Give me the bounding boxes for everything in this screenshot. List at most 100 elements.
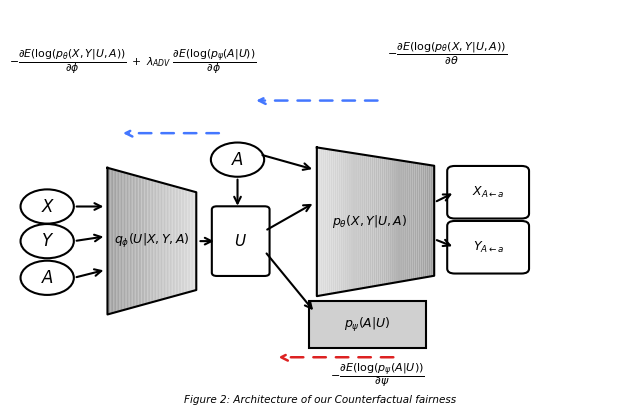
Polygon shape bbox=[326, 149, 328, 294]
Polygon shape bbox=[324, 149, 326, 295]
Text: $-\dfrac{\partial E(\log(p_{\psi}(A|U))}{\partial \psi}$: $-\dfrac{\partial E(\log(p_{\psi}(A|U))}… bbox=[330, 362, 424, 389]
Polygon shape bbox=[149, 179, 150, 303]
Polygon shape bbox=[319, 148, 321, 296]
Text: X: X bbox=[42, 197, 53, 216]
Polygon shape bbox=[159, 182, 161, 300]
Text: A: A bbox=[232, 151, 243, 169]
Polygon shape bbox=[164, 183, 165, 299]
Polygon shape bbox=[419, 163, 420, 278]
Polygon shape bbox=[119, 171, 121, 311]
Text: $p_{\psi}(A|U)$: $p_{\psi}(A|U)$ bbox=[344, 316, 391, 334]
Polygon shape bbox=[127, 173, 128, 309]
Polygon shape bbox=[328, 149, 330, 294]
Polygon shape bbox=[360, 154, 362, 289]
Polygon shape bbox=[143, 178, 145, 305]
Circle shape bbox=[20, 224, 74, 258]
Polygon shape bbox=[401, 161, 403, 282]
Polygon shape bbox=[370, 156, 372, 287]
Text: $q_{\phi}(U|X,Y,A)$: $q_{\phi}(U|X,Y,A)$ bbox=[114, 232, 189, 250]
Text: Figure 2: Architecture of our Counterfactual fairness: Figure 2: Architecture of our Counterfac… bbox=[184, 395, 456, 405]
Polygon shape bbox=[140, 177, 141, 306]
Polygon shape bbox=[156, 181, 158, 301]
Polygon shape bbox=[397, 160, 399, 282]
Polygon shape bbox=[399, 160, 401, 282]
Polygon shape bbox=[116, 170, 118, 312]
FancyBboxPatch shape bbox=[309, 301, 426, 348]
FancyBboxPatch shape bbox=[447, 221, 529, 273]
Polygon shape bbox=[403, 161, 405, 281]
Polygon shape bbox=[166, 184, 168, 298]
Polygon shape bbox=[350, 153, 352, 290]
Polygon shape bbox=[141, 177, 143, 305]
Polygon shape bbox=[168, 185, 170, 298]
Polygon shape bbox=[188, 190, 189, 292]
Polygon shape bbox=[121, 171, 122, 311]
Polygon shape bbox=[321, 148, 323, 295]
Polygon shape bbox=[115, 170, 116, 313]
Text: $-\dfrac{\partial E(\log(p_{\theta}(X,Y|U,A))}{\partial \phi}$$\ +\ \lambda_{ADV: $-\dfrac{\partial E(\log(p_{\theta}(X,Y|… bbox=[9, 47, 257, 76]
Polygon shape bbox=[184, 189, 186, 293]
Circle shape bbox=[20, 261, 74, 295]
Polygon shape bbox=[111, 169, 112, 313]
Polygon shape bbox=[189, 190, 190, 292]
Polygon shape bbox=[330, 150, 332, 294]
Polygon shape bbox=[376, 157, 378, 286]
Polygon shape bbox=[337, 150, 339, 293]
Polygon shape bbox=[179, 188, 180, 295]
Polygon shape bbox=[335, 150, 337, 293]
Polygon shape bbox=[146, 178, 147, 304]
Polygon shape bbox=[378, 157, 380, 286]
Polygon shape bbox=[195, 192, 196, 290]
Polygon shape bbox=[147, 179, 149, 304]
Polygon shape bbox=[122, 172, 124, 311]
Polygon shape bbox=[395, 160, 397, 282]
Polygon shape bbox=[131, 174, 132, 308]
Polygon shape bbox=[362, 154, 364, 288]
Polygon shape bbox=[387, 159, 389, 284]
Polygon shape bbox=[158, 182, 159, 301]
Text: $Y_{A\leftarrow a}$: $Y_{A\leftarrow a}$ bbox=[472, 240, 504, 255]
Polygon shape bbox=[342, 152, 344, 292]
Polygon shape bbox=[339, 151, 340, 292]
Polygon shape bbox=[417, 163, 419, 279]
Polygon shape bbox=[180, 188, 182, 294]
Polygon shape bbox=[356, 154, 358, 290]
Polygon shape bbox=[171, 185, 173, 297]
Polygon shape bbox=[424, 164, 426, 278]
Polygon shape bbox=[317, 147, 319, 296]
Polygon shape bbox=[415, 163, 417, 279]
Polygon shape bbox=[332, 150, 335, 293]
Polygon shape bbox=[138, 176, 140, 306]
Polygon shape bbox=[174, 186, 175, 296]
Polygon shape bbox=[136, 176, 137, 307]
Polygon shape bbox=[145, 178, 146, 304]
Polygon shape bbox=[162, 183, 164, 299]
Polygon shape bbox=[344, 152, 346, 292]
Polygon shape bbox=[128, 173, 130, 309]
Polygon shape bbox=[413, 162, 415, 280]
Polygon shape bbox=[432, 166, 434, 276]
Polygon shape bbox=[112, 169, 113, 313]
Polygon shape bbox=[352, 153, 354, 290]
Polygon shape bbox=[192, 191, 193, 291]
Polygon shape bbox=[364, 155, 365, 288]
Polygon shape bbox=[358, 154, 360, 289]
Polygon shape bbox=[381, 157, 383, 285]
Polygon shape bbox=[365, 155, 368, 287]
Polygon shape bbox=[389, 159, 391, 284]
Polygon shape bbox=[134, 175, 136, 307]
Text: $X_{A\leftarrow a}$: $X_{A\leftarrow a}$ bbox=[472, 185, 504, 200]
Polygon shape bbox=[165, 184, 166, 299]
Polygon shape bbox=[346, 152, 348, 291]
Polygon shape bbox=[130, 174, 131, 309]
Polygon shape bbox=[385, 158, 387, 284]
Polygon shape bbox=[170, 185, 171, 297]
Polygon shape bbox=[340, 151, 342, 292]
Polygon shape bbox=[428, 165, 430, 277]
Polygon shape bbox=[183, 189, 184, 294]
Polygon shape bbox=[125, 173, 127, 310]
Polygon shape bbox=[132, 175, 134, 308]
Polygon shape bbox=[186, 190, 188, 293]
Polygon shape bbox=[323, 148, 324, 295]
FancyBboxPatch shape bbox=[212, 206, 269, 276]
